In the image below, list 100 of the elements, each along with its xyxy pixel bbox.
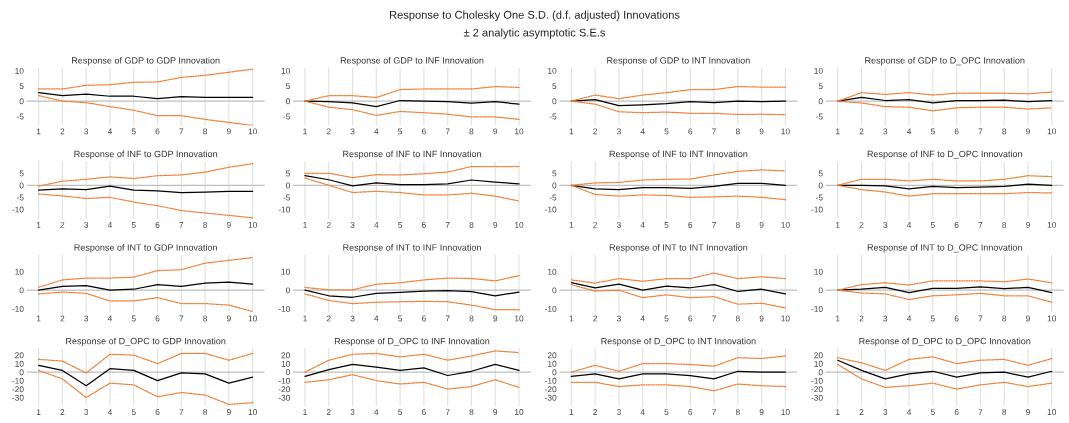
x-tick-label: 10: [515, 221, 524, 228]
x-tick-label: 9: [1026, 315, 1030, 322]
x-tick-label: 2: [859, 128, 864, 135]
x-tick-label: 6: [688, 409, 693, 415]
x-tick-label: 2: [326, 315, 331, 322]
chart-title: Response of GDP to D_OPC Innovation: [865, 56, 1025, 66]
chart-title: Response of INF to D_OPC Innovation: [867, 150, 1022, 159]
y-tick-label: -10: [278, 377, 290, 384]
y-tick-label: -5: [816, 113, 823, 120]
chart-title: Response of INF to INF Innovation: [343, 150, 481, 159]
x-tick-label: 6: [155, 128, 160, 135]
x-tick-label: 3: [616, 315, 621, 322]
chart-title: Response of D_OPC to D_OPC Innovation: [859, 337, 1031, 347]
y-tick-label: -10: [12, 377, 24, 384]
text: Response to Cholesky One S.D. (d.f. adjusted) Innovations: [389, 10, 680, 21]
y-tick-label: -30: [811, 394, 823, 401]
x-tick-label: 6: [155, 315, 160, 322]
x-tick-label: 3: [616, 221, 621, 228]
x-tick-label: 8: [469, 409, 474, 415]
chart-title: Response of D_OPC to INF Innovation: [334, 337, 490, 347]
x-tick-label: 8: [469, 128, 474, 135]
x-tick-label: 9: [226, 128, 231, 135]
x-tick-label: 5: [664, 222, 669, 228]
x-tick-label: 2: [593, 315, 598, 322]
x-tick-label: 5: [131, 315, 136, 322]
x-tick-label: 6: [688, 315, 693, 322]
x-tick-label: 1: [303, 409, 307, 415]
y-tick-label: -10: [12, 306, 24, 312]
x-tick-label: 2: [859, 409, 864, 415]
x-tick-label: 8: [735, 128, 740, 135]
x-tick-label: 6: [155, 221, 160, 228]
x-tick-label: 5: [664, 315, 669, 322]
x-tick-label: 7: [445, 128, 450, 135]
x-tick-label: 10: [248, 128, 257, 135]
x-tick-label: 3: [616, 409, 621, 415]
x-tick-label: 6: [954, 221, 959, 228]
x-tick-label: 2: [326, 128, 331, 135]
x-tick-label: 5: [664, 128, 669, 135]
chart-title: Response of INF to GDP Innovation: [74, 150, 217, 159]
x-tick-label: 4: [107, 222, 113, 228]
x-tick-label: 7: [445, 409, 450, 415]
x-tick-label: 8: [203, 315, 208, 322]
x-tick-label: 1: [836, 409, 840, 415]
x-tick-label: 10: [781, 315, 790, 322]
x-tick-label: 5: [398, 128, 403, 135]
y-tick-label: -20: [12, 386, 24, 393]
x-tick-label: 10: [248, 409, 257, 415]
x-tick-label: 1: [36, 222, 41, 228]
x-tick-label: 10: [781, 409, 790, 415]
y-tick-label: -20: [811, 386, 823, 393]
text: ± 2 analytic asymptotic S.E.s: [463, 28, 606, 39]
y-tick-label: 10: [15, 360, 24, 367]
y-tick-label: 10: [548, 268, 557, 275]
y-tick-label: 0: [552, 369, 557, 376]
x-tick-label: 7: [978, 128, 983, 135]
x-tick-label: 4: [107, 128, 113, 135]
y-tick-label: -5: [16, 113, 24, 120]
y-tick-label: 10: [814, 268, 823, 275]
y-tick-label: -5: [283, 194, 290, 201]
x-tick-label: 3: [883, 221, 888, 228]
y-tick-label: -5: [283, 113, 290, 120]
chart-title: Response of D_OPC to INT Innovation: [601, 337, 756, 347]
y-tick-label: 0: [286, 287, 290, 294]
x-tick-label: 2: [60, 409, 65, 415]
y-tick-label: -30: [545, 394, 557, 401]
y-tick-label: 0: [818, 182, 823, 189]
y-tick-label: 5: [818, 83, 823, 90]
y-tick-label: 5: [286, 83, 290, 90]
y-tick-label: 0: [552, 98, 557, 105]
x-tick-label: 4: [640, 222, 645, 228]
y-tick-label: 20: [547, 352, 557, 359]
y-tick-label: 10: [281, 360, 290, 367]
x-tick-label: 1: [569, 222, 574, 228]
x-tick-label: 9: [759, 409, 764, 415]
y-tick-label: -5: [549, 194, 557, 201]
x-tick-label: 7: [445, 315, 450, 322]
y-tick-label: 10: [814, 360, 823, 367]
y-tick-label: -20: [545, 386, 557, 393]
y-tick-label: 5: [286, 170, 290, 177]
x-tick-label: 1: [569, 409, 574, 415]
x-tick-label: 4: [374, 409, 379, 415]
x-tick-label: 10: [1047, 128, 1057, 135]
x-tick-label: 3: [616, 128, 621, 135]
x-tick-label: 5: [930, 409, 935, 415]
x-tick-label: 7: [179, 222, 184, 228]
x-tick-label: 5: [930, 222, 935, 228]
y-tick-label: -10: [545, 306, 557, 312]
x-tick-label: 2: [326, 221, 331, 228]
x-tick-label: 5: [131, 409, 136, 415]
x-tick-label: 10: [515, 128, 524, 135]
x-tick-label: 5: [131, 222, 136, 228]
x-tick-label: 7: [712, 409, 716, 415]
y-tick-label: 0: [818, 287, 823, 294]
x-tick-label: 10: [1047, 221, 1057, 228]
y-tick-label: 10: [548, 67, 557, 74]
x-tick-label: 4: [374, 315, 379, 322]
x-tick-label: 9: [226, 315, 231, 322]
x-tick-label: 8: [735, 409, 740, 415]
x-tick-label: 4: [374, 128, 379, 135]
x-tick-label: 8: [1002, 409, 1007, 415]
